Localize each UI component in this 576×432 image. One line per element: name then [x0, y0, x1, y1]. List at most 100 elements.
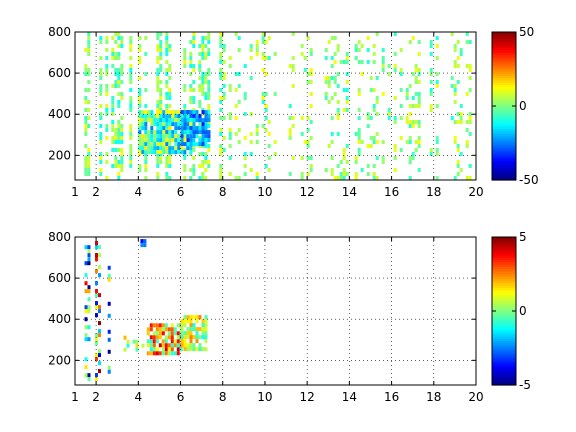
- heat-cell: [165, 104, 169, 108]
- heat-cell: [417, 72, 421, 76]
- heat-cell: [288, 116, 292, 120]
- heat-cell: [303, 140, 307, 144]
- heat-cell: [243, 156, 247, 160]
- heat-cell: [405, 120, 409, 124]
- heat-cell: [387, 112, 391, 116]
- heat-cell: [192, 126, 196, 131]
- colorbar-band: [492, 48, 516, 52]
- heat-cell: [219, 72, 223, 76]
- heat-cell: [369, 76, 373, 80]
- heat-cell: [189, 96, 193, 100]
- heat-cell: [156, 100, 160, 104]
- heat-cell: [459, 152, 463, 156]
- heat-cell: [201, 40, 205, 44]
- heat-cell: [84, 273, 88, 278]
- heat-cell: [333, 176, 337, 180]
- heat-cell: [339, 160, 343, 164]
- heat-cell: [393, 120, 397, 124]
- heat-cell: [267, 120, 271, 124]
- heat-cell: [357, 108, 361, 112]
- heat-cell: [342, 152, 346, 156]
- heat-cell: [162, 118, 166, 123]
- heat-cell: [87, 116, 91, 120]
- colorbar-band: [492, 274, 516, 277]
- heat-cell: [111, 104, 115, 108]
- heat-cell: [189, 64, 193, 68]
- heat-cell: [429, 104, 433, 108]
- heat-cell: [429, 44, 433, 48]
- heat-cell: [408, 136, 412, 140]
- heat-cell: [261, 100, 265, 104]
- heat-cell: [162, 138, 166, 143]
- heat-cell: [192, 323, 196, 328]
- heat-cell: [168, 104, 172, 108]
- heat-cell: [468, 68, 472, 72]
- heat-cell: [168, 126, 172, 131]
- heat-cell: [198, 84, 202, 88]
- heat-cell: [450, 116, 454, 120]
- heat-cell: [98, 293, 101, 298]
- heat-cell: [201, 122, 205, 127]
- heat-cell: [117, 84, 121, 88]
- x-tick-label: 8: [219, 390, 227, 404]
- heat-cell: [165, 48, 169, 52]
- heat-cell: [243, 172, 247, 176]
- heat-cell: [186, 114, 190, 119]
- heat-cell: [357, 40, 361, 44]
- heat-cell: [170, 331, 174, 336]
- heat-cell: [144, 110, 148, 115]
- heat-cell: [195, 114, 199, 119]
- heat-cell: [164, 347, 168, 352]
- colorbar-band: [492, 89, 516, 93]
- heat-cell: [453, 136, 457, 140]
- heat-cell: [144, 36, 148, 40]
- heat-cell: [84, 124, 88, 128]
- x-tick-label: 18: [426, 185, 441, 199]
- heat-cell: [267, 156, 271, 160]
- y-tick-label: 600: [48, 66, 71, 80]
- heat-cell: [144, 134, 148, 139]
- heat-cell: [228, 132, 232, 136]
- heat-cell: [417, 52, 421, 56]
- heat-cell: [201, 84, 205, 88]
- heat-cell: [192, 118, 196, 123]
- heat-cell: [219, 152, 223, 156]
- colorbar-band: [492, 287, 516, 291]
- heat-cell: [357, 60, 361, 64]
- colorbar-band: [492, 364, 516, 368]
- heat-cell: [95, 269, 98, 274]
- colorbar-band: [492, 294, 516, 298]
- x-tick-label: 4: [134, 390, 142, 404]
- heat-cell: [171, 122, 175, 127]
- heat-cell: [117, 56, 121, 60]
- heat-cell: [84, 245, 88, 250]
- heat-cell: [408, 156, 412, 160]
- heat-cell: [167, 327, 171, 332]
- heat-cell: [429, 108, 433, 112]
- heat-cell: [243, 164, 247, 168]
- heat-cell: [165, 142, 169, 147]
- heat-cell: [107, 365, 111, 370]
- heat-cell: [156, 160, 160, 164]
- heat-cell: [198, 152, 202, 156]
- colorbar-tick-label: 50: [519, 25, 534, 39]
- heat-cell: [342, 108, 346, 112]
- heat-cell: [150, 110, 154, 115]
- heat-cell: [105, 40, 109, 44]
- heat-cell: [117, 92, 121, 96]
- heat-cell: [168, 118, 172, 123]
- heat-cell: [180, 335, 184, 340]
- heat-cell: [179, 347, 183, 352]
- colorbar-band: [492, 119, 516, 123]
- heat-cell: [342, 172, 346, 176]
- heat-cell: [120, 152, 124, 156]
- heat-cell: [117, 136, 121, 140]
- heat-cell: [192, 36, 196, 40]
- heat-cell: [174, 134, 178, 139]
- heat-cell: [159, 118, 163, 123]
- heat-cell: [219, 60, 223, 64]
- heat-cell: [135, 343, 139, 348]
- heat-cell: [204, 72, 208, 76]
- heat-cell: [207, 88, 211, 92]
- heat-cell: [98, 349, 101, 354]
